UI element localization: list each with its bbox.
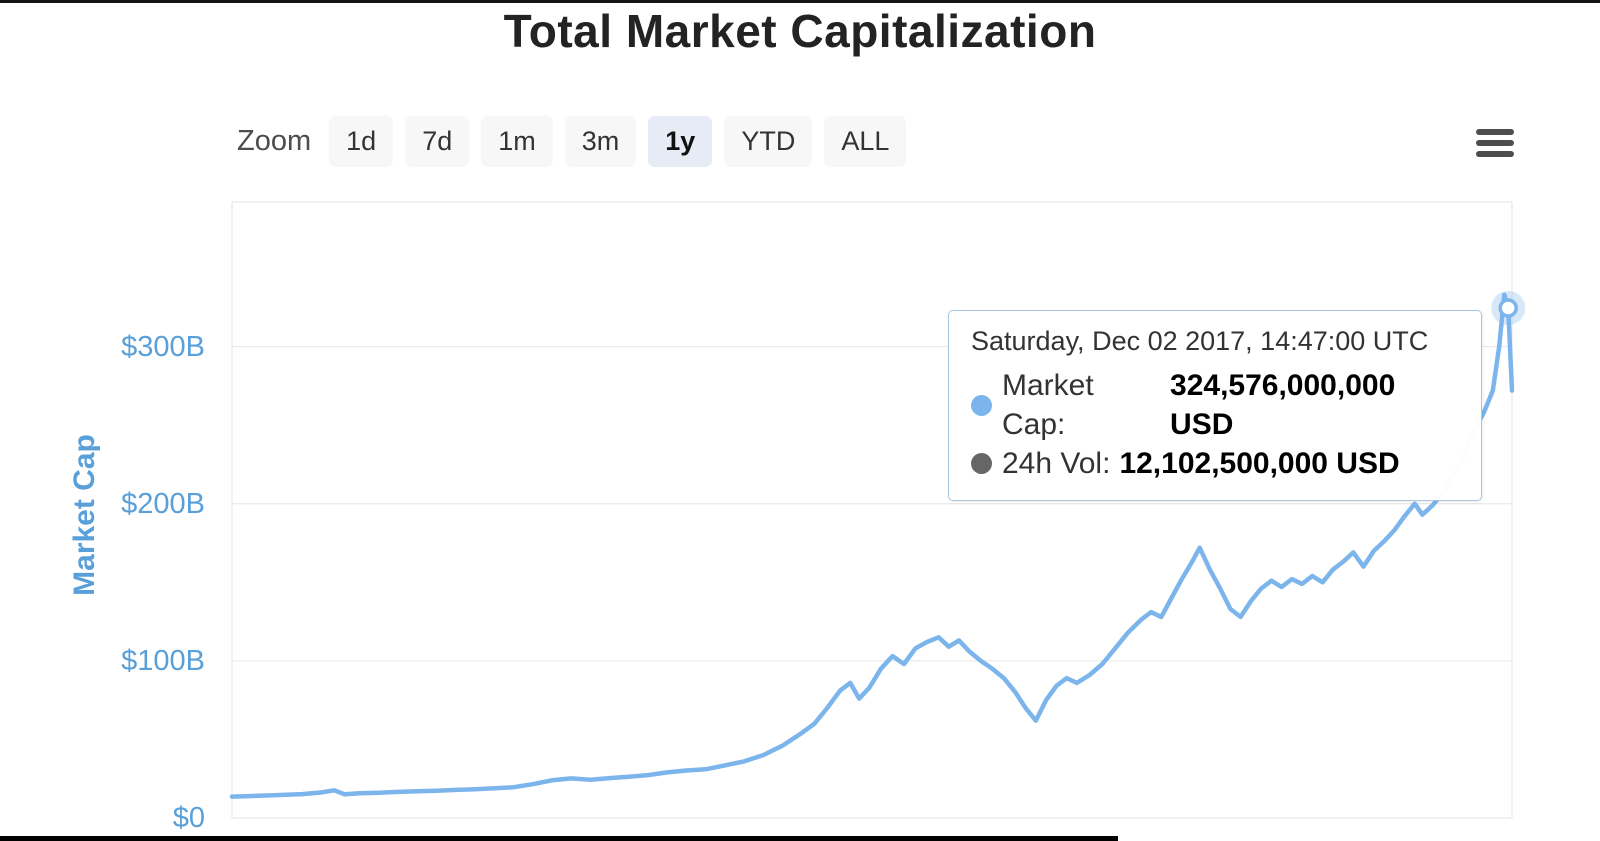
y-tick-label: $200B [121, 487, 205, 520]
plot-border [231, 201, 1513, 818]
page-title: Total Market Capitalization [503, 5, 1097, 57]
y-tick-label: $100B [121, 644, 205, 677]
zoom-buttons-group: 1d 7d 1m 3m 1y YTD ALL [329, 116, 918, 167]
export-menu-icon[interactable] [1476, 129, 1514, 162]
y-tick-label: $300B [121, 330, 205, 363]
menu-bar [1476, 151, 1514, 157]
bottom-divider [0, 836, 1118, 841]
tooltip-market-cap-label: Market Cap: [1002, 369, 1094, 441]
zoom-button-7d[interactable]: 7d [405, 116, 470, 167]
volume-series-dot-icon [971, 453, 992, 474]
y-tick-label: $0 [172, 802, 205, 834]
chart-tooltip: Saturday, Dec 02 2017, 14:47:00 UTC Mark… [948, 310, 1482, 501]
tooltip-volume-label: 24h Vol: [1002, 447, 1111, 480]
zoom-button-all[interactable]: ALL [824, 116, 907, 167]
market-cap-line-series [229, 292, 1515, 799]
tooltip-market-cap-row: Market Cap: 324,576,000,000 USD [971, 366, 1459, 444]
zoom-button-3m[interactable]: 3m [564, 116, 637, 167]
tooltip-market-cap-value: 324,576,000,000 USD [1170, 369, 1396, 441]
market-cap-series-dot-icon [971, 394, 992, 416]
zoom-label: Zoom [237, 125, 312, 157]
range-selector-toolbar: Zoom 1d 7d 1m 3m 1y YTD ALL [237, 116, 918, 167]
zoom-button-1d[interactable]: 1d [329, 116, 394, 167]
tooltip-volume-row: 24h Vol: 12,102,500,000 USD [971, 444, 1459, 483]
zoom-button-1m[interactable]: 1m [481, 116, 553, 167]
top-divider [0, 0, 1600, 3]
menu-bar [1476, 129, 1514, 135]
menu-bar [1476, 140, 1514, 146]
chart-plot-area[interactable] [229, 201, 1526, 819]
hover-marker-point [1498, 298, 1518, 318]
tooltip-date: Saturday, Dec 02 2017, 14:47:00 UTC [971, 326, 1429, 356]
tooltip-volume-value: 12,102,500,000 USD [1119, 447, 1400, 480]
zoom-button-1y[interactable]: 1y [648, 116, 713, 167]
zoom-button-ytd[interactable]: YTD [724, 116, 813, 167]
